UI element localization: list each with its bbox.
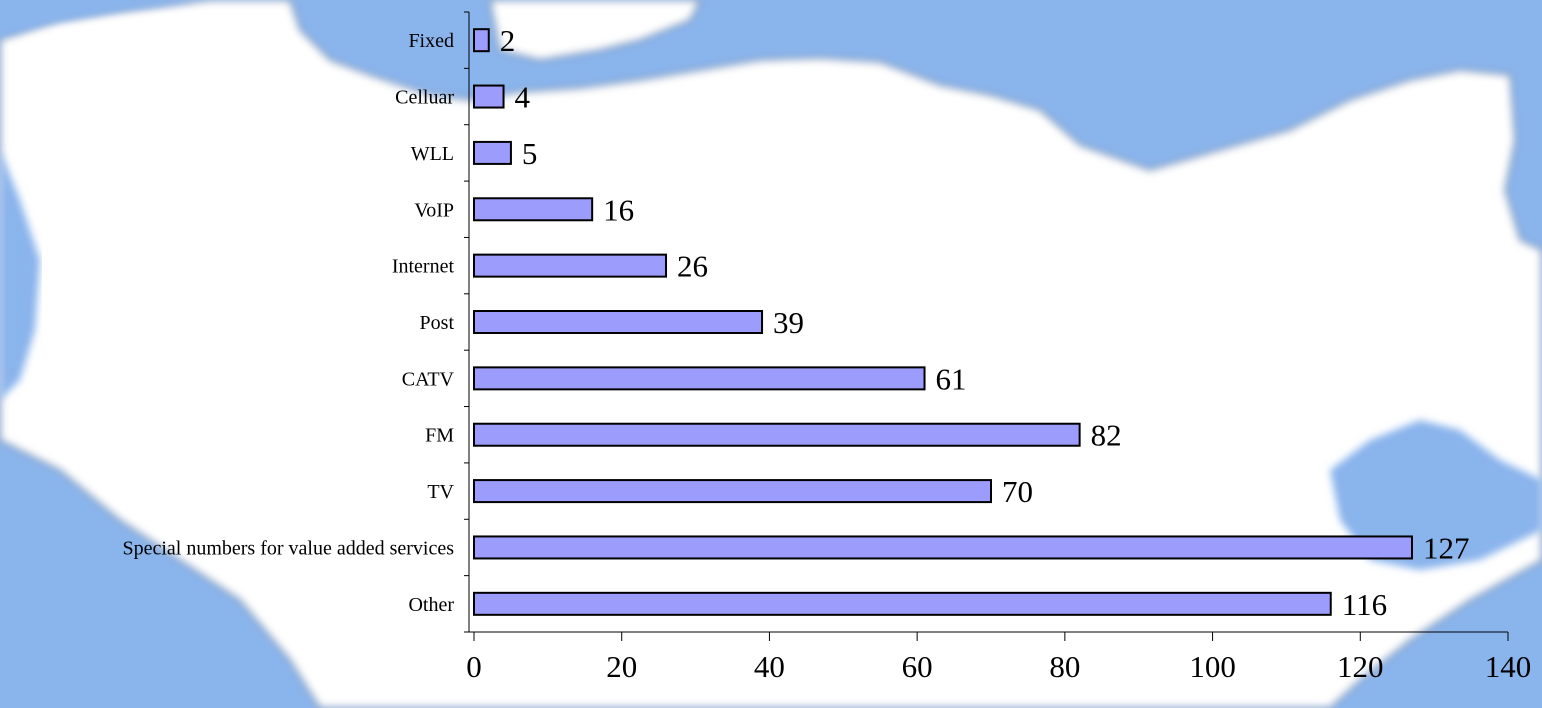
x-tick-label: 20 (606, 649, 637, 684)
x-tick-label: 120 (1337, 649, 1384, 684)
category-label: Fixed (408, 30, 454, 52)
category-label: Post (420, 312, 455, 334)
category-label: Celluar (395, 87, 454, 109)
x-tick-label: 80 (1049, 649, 1080, 684)
x-tick-label: 60 (902, 649, 933, 684)
x-tick-label: 140 (1485, 649, 1532, 684)
bar (473, 28, 490, 53)
data-label: 39 (773, 305, 804, 340)
category-label: VoIP (414, 199, 454, 221)
x-tick-label: 0 (466, 649, 482, 684)
x-tick-label: 100 (1189, 649, 1236, 684)
bar (473, 535, 1413, 560)
bar (473, 591, 1332, 616)
data-label: 26 (677, 249, 708, 284)
category-label: WLL (411, 143, 454, 165)
bar (473, 84, 505, 109)
category-label: TV (427, 481, 454, 503)
data-label: 116 (1342, 587, 1387, 622)
data-label: 2 (500, 23, 516, 58)
bar (473, 140, 512, 165)
plot-area: 0 20 40 60 80 100 120 140 Fixed 2 Celluar 4 WLL 5 VoIP… (122, 11, 1532, 684)
x-tick-label: 40 (754, 649, 785, 684)
data-label: 5 (522, 136, 538, 171)
bar (473, 197, 594, 222)
data-label: 127 (1423, 530, 1470, 565)
bar (473, 310, 764, 334)
sea-patch-left (0, 150, 40, 400)
data-label: 16 (603, 192, 634, 227)
data-label: 61 (936, 361, 967, 396)
category-label: FM (425, 425, 454, 447)
bar (473, 422, 1081, 447)
bar (473, 479, 992, 504)
data-label: 70 (1002, 474, 1033, 509)
bar (473, 253, 668, 278)
category-label: Special numbers for value added services (122, 537, 454, 559)
sea-patch-right (1330, 420, 1542, 570)
category-label: CATV (402, 368, 455, 390)
data-label: 4 (515, 80, 531, 115)
category-label: Internet (392, 256, 455, 278)
data-label: 82 (1091, 418, 1122, 453)
bar (473, 366, 926, 391)
category-label: Other (408, 594, 454, 616)
sea-patch-top-left (0, 0, 200, 35)
